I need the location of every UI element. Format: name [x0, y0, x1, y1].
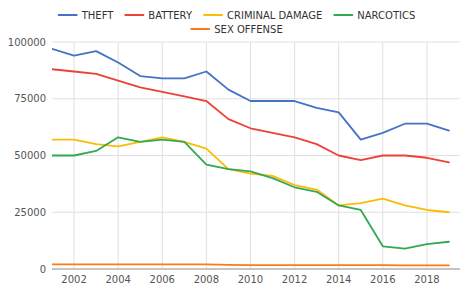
grid-line [250, 42, 251, 269]
x-tick-label: 2008 [194, 274, 219, 285]
legend-swatch [204, 14, 222, 16]
legend-label: SEX OFFENSE [214, 24, 283, 35]
grid-line [426, 42, 427, 269]
series-line [52, 137, 449, 212]
legend-swatch [191, 28, 209, 30]
series-lines [52, 49, 449, 266]
legend: THEFT BATTERY CRIMINAL DAMAGE NARCOTICS SEX … [59, 10, 416, 35]
y-tick-label: 50000 [14, 150, 46, 161]
axes: 0 25000 50000 75000 100000 2002 2004 2006 2008 20… [8, 37, 460, 286]
y-tick-label: 0 [40, 264, 46, 275]
y-tick-label: 100000 [8, 37, 46, 48]
x-tick-label: 2014 [326, 274, 351, 285]
series-line [52, 137, 449, 248]
grid-line [52, 98, 460, 99]
grid-line [206, 42, 207, 269]
x-tick-label: 2016 [370, 274, 395, 285]
legend-swatch [59, 14, 77, 16]
x-axis-line [52, 269, 460, 270]
grid-line [52, 212, 460, 213]
x-tick-label: 2012 [282, 274, 307, 285]
series-line [52, 264, 449, 267]
x-tick-label: 2010 [238, 274, 263, 285]
legend-swatch [125, 14, 143, 16]
grid-line [52, 269, 460, 270]
chart: THEFT BATTERY CRIMINAL DAMAGE NARCOTICS SEX … [0, 0, 474, 293]
legend-item: BATTERY [125, 10, 193, 21]
grid-line [294, 42, 295, 269]
y-tick-label: 75000 [14, 93, 46, 104]
x-tick-label: 2004 [105, 274, 130, 285]
grid [52, 42, 460, 269]
legend-label: CRIMINAL DAMAGE [227, 10, 322, 21]
legend-label: THEFT [81, 10, 115, 21]
legend-item: THEFT [59, 10, 115, 21]
grid-line [118, 42, 119, 269]
x-tick-label: 2006 [150, 274, 175, 285]
legend-item: CRIMINAL DAMAGE [204, 10, 322, 21]
legend-swatch [334, 14, 352, 16]
series-line [52, 49, 449, 140]
x-tick-label: 2002 [61, 274, 86, 285]
y-tick-label: 25000 [14, 207, 46, 218]
legend-label: NARCOTICS [357, 10, 415, 21]
series-line [52, 69, 449, 162]
legend-label: BATTERY [148, 10, 193, 21]
grid-line [52, 42, 460, 43]
grid-line [162, 42, 163, 269]
x-tick-label: 2018 [414, 274, 439, 285]
legend-item: NARCOTICS [334, 10, 415, 21]
legend-item: SEX OFFENSE [191, 24, 283, 35]
